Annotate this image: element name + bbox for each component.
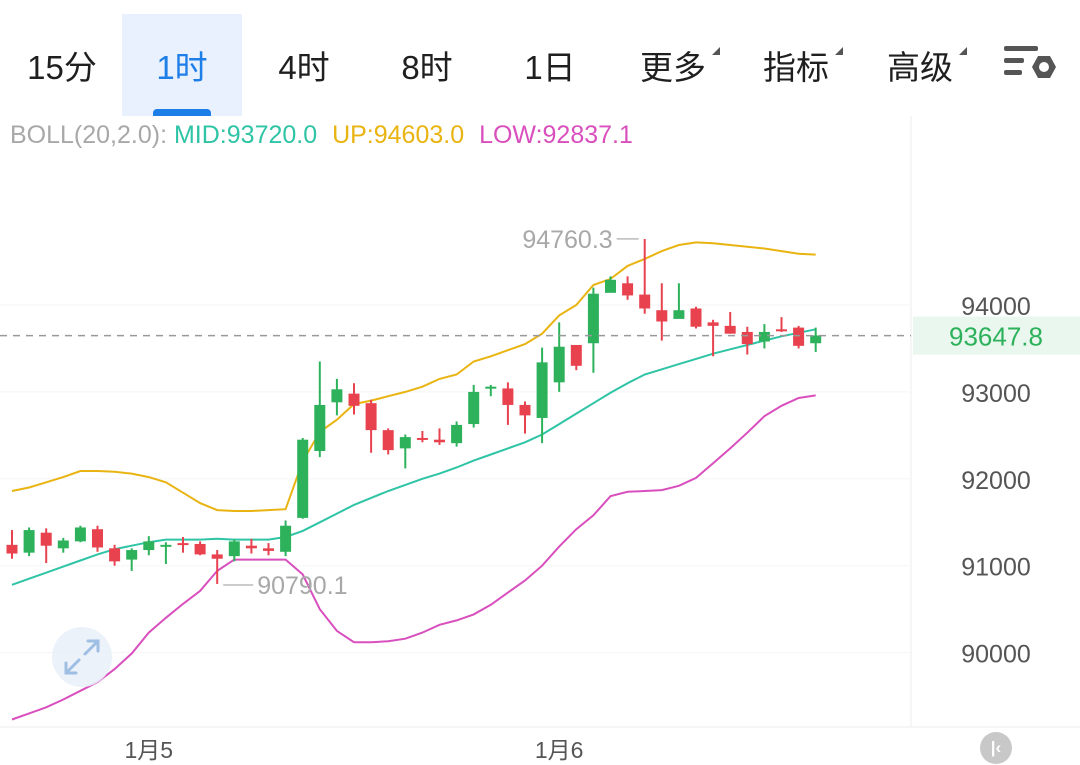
boll-legend-mid: MID:93720.0 [173,121,318,149]
low-price-label: 90790.1 [257,572,347,600]
last-price-label: 93647.8 [949,322,1043,352]
candle-body [810,335,822,344]
y-tick-label: 90000 [961,641,1031,669]
candle-body [605,279,616,293]
dropdown-caret-icon [835,47,843,55]
candle-body [622,283,634,296]
tab-label: 4时 [278,49,330,86]
candle-body [160,544,172,547]
candle-body [382,430,394,451]
candle-body [502,388,514,405]
boll-line-up [11,241,816,512]
y-tick-label: 93000 [961,380,1031,408]
boll-legend: BOLL(20,2.0): MID:93720.0 UP:94603.0 LOW… [10,121,641,150]
y-tick-label: 91000 [961,554,1031,582]
candle-body [40,532,52,546]
candle-body [177,543,189,546]
high-price-label: 94760.3 [522,226,612,254]
candle-body [126,550,138,560]
candle-body [6,544,18,554]
candle-body [485,386,497,389]
tab-label: 高级 [887,41,967,89]
candle-body [57,540,69,549]
active-tab-indicator [153,109,211,116]
boll-legend-up: UP:94603.0 [332,121,465,149]
y-tick-label: 92000 [961,467,1031,495]
tab-6[interactable]: 指标 [741,14,851,116]
candle-body [758,331,770,342]
candle-body [109,548,121,562]
chart-settings-icon [1004,46,1056,78]
boll-line-mid [11,328,816,586]
candle-body [451,424,463,444]
tab-4[interactable]: 1日 [500,14,600,116]
tab-0[interactable]: 15分 [12,14,112,116]
candle-body [297,439,309,518]
candle-body [536,362,548,418]
candle-body [707,322,719,326]
candle-body [23,530,35,553]
expand-chart-button[interactable] [52,627,112,687]
candle-body [656,310,668,322]
chart-settings-button[interactable] [1000,40,1060,90]
tab-label: 指标 [763,41,843,89]
candle-body [263,548,274,551]
tab-1[interactable]: 1时 [122,14,242,116]
candle-body [365,403,377,431]
candle-body [434,439,445,443]
tab-3[interactable]: 8时 [377,14,477,116]
candle-body [314,404,326,451]
candle-body [245,545,257,549]
candle-body [553,346,565,383]
tab-label: 1日 [524,49,576,86]
tab-label: 8时 [401,49,453,86]
candle-body [74,527,86,542]
candle-body [741,331,753,345]
timeframe-tab-bar: 15分 1时 4时 8时 1日 更多 指标 高级 [0,0,1080,116]
candle-body [331,389,343,403]
boll-legend-low: LOW:92837.1 [479,121,633,149]
tab-label: 更多 [640,41,720,89]
candle-body [690,308,702,327]
candle-body [570,344,582,366]
candle-body [228,541,240,557]
candle-body [399,437,411,449]
candle-body [143,541,155,551]
boll-line-low [11,394,816,721]
tab-7[interactable]: 高级 [865,14,975,116]
boll-legend-label: BOLL(20,2.0): [10,121,168,149]
candle-body [793,327,805,346]
dropdown-caret-icon [959,47,967,55]
scroll-to-latest-button[interactable]: |‹ [980,732,1012,764]
candle-body [194,543,206,555]
scroll-to-latest-icon: |‹ [990,738,1002,757]
candle-body [280,525,292,552]
x-tick-label: 1月6 [535,737,584,763]
candle-body [639,294,651,309]
candle-body [92,529,103,548]
expand-arrows-icon [64,639,100,675]
x-tick-label: 1月5 [125,737,174,763]
candle-body [519,404,531,416]
candle-body [776,329,787,332]
candle-body [673,310,685,319]
candle-body [416,437,428,440]
tab-label: 15分 [27,49,97,86]
candle-body [211,554,223,559]
dropdown-caret-icon [712,47,720,55]
candle-body [587,293,599,344]
candle-body [724,325,736,334]
tab-5[interactable]: 更多 [618,14,728,116]
tab-label: 1时 [156,49,208,86]
y-tick-label: 94000 [961,293,1031,321]
candle-body [348,393,360,406]
candle-body [468,391,480,425]
last-price-badge [913,316,1080,355]
candlestick-chart[interactable]: 94000 93000 92000 91000 90000 1月5 1月6 94760.3 90… [0,116,1080,765]
tab-2[interactable]: 4时 [254,14,354,116]
